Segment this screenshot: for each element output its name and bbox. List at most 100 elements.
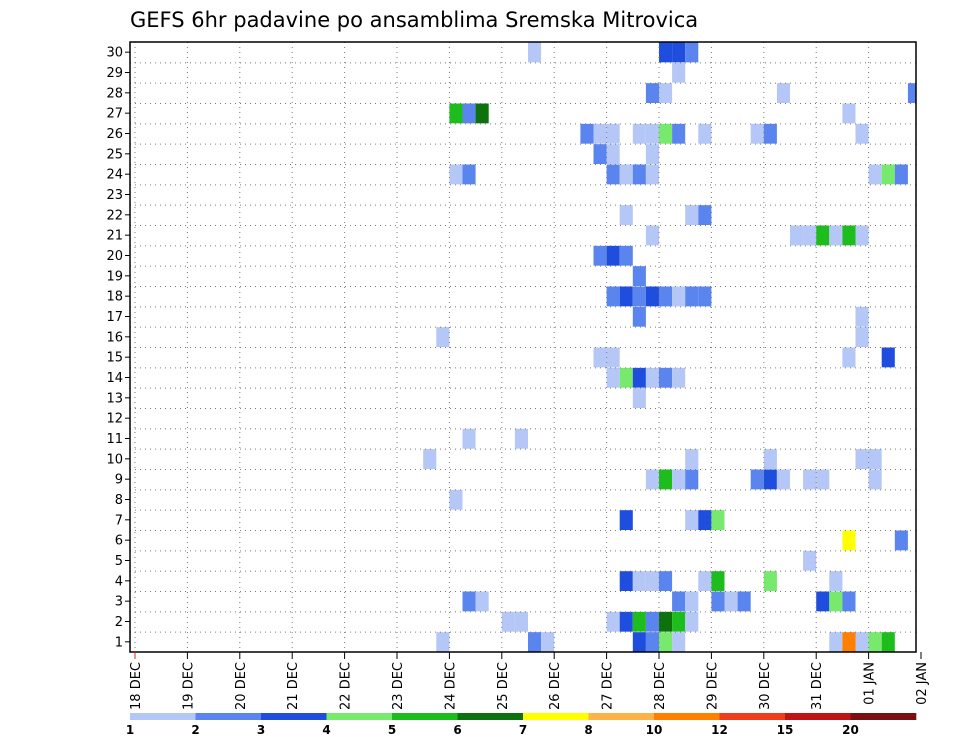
heatmap-cell — [672, 469, 686, 490]
heatmap-cell — [803, 550, 817, 571]
y-tick-label: 17 — [106, 310, 123, 325]
heatmap-cell — [632, 266, 646, 286]
heatmap-cell — [659, 83, 673, 103]
heatmap-cell — [619, 245, 633, 266]
x-tick-label: 22 DEC — [339, 662, 354, 710]
heatmap-cell — [685, 205, 699, 225]
heatmap-cell — [907, 83, 916, 103]
y-tick-label: 29 — [106, 66, 123, 81]
heatmap-cell — [632, 164, 646, 185]
x-tick-label: 02 JAN — [915, 662, 930, 705]
heatmap-cell — [659, 286, 673, 307]
heatmap-cell — [475, 591, 489, 612]
heatmap-cell — [698, 286, 712, 307]
colorbar-swatch — [326, 713, 393, 720]
heatmap-cell — [672, 591, 686, 612]
heatmap-cell — [894, 164, 908, 185]
heatmap-cell — [659, 611, 673, 632]
heatmap-cell — [894, 530, 908, 551]
heatmap-cell — [803, 225, 817, 246]
heatmap-cell — [541, 632, 555, 652]
colorbar-label: 3 — [257, 723, 265, 737]
heatmap-cell — [685, 611, 699, 632]
heatmap-cell — [711, 591, 725, 612]
heatmap-cell — [672, 62, 686, 83]
y-tick-label: 2 — [115, 615, 123, 630]
y-tick-label: 21 — [106, 229, 123, 244]
heatmap-cell — [645, 469, 659, 490]
heatmap-cell — [619, 510, 633, 530]
heatmap-cell — [645, 144, 659, 164]
heatmap-cell — [842, 530, 856, 551]
heatmap-cell — [842, 347, 856, 368]
x-tick-label: 28 DEC — [653, 662, 668, 710]
heatmap-cell — [645, 164, 659, 185]
x-tick-label: 18 DEC — [129, 662, 144, 710]
colorbar-legend: 1 2 3 4 5 6 7 8 10 12 15 20 — [126, 713, 917, 737]
heatmap-cell — [632, 388, 646, 408]
heatmap-cell — [462, 164, 476, 185]
y-tick-label: 1 — [115, 635, 123, 650]
heatmap-cell — [645, 123, 659, 144]
heatmap-cell — [619, 205, 633, 225]
heatmap-cell — [855, 306, 869, 327]
y-tick-label: 23 — [106, 188, 123, 203]
x-axis-ticks: 18 DEC 19 DEC 20 DEC 21 DEC 22 DEC 23 DEC 24 D… — [129, 652, 930, 710]
y-tick-label: 28 — [106, 86, 123, 101]
heatmap-cell — [842, 591, 856, 612]
colorbar-swatch — [654, 713, 720, 720]
heatmap-cell — [776, 83, 790, 103]
heatmap-cell — [645, 571, 659, 591]
heatmap-cell — [606, 611, 620, 632]
heatmap-cell — [855, 123, 869, 144]
heatmap-cell — [514, 428, 528, 449]
y-tick-label: 11 — [106, 432, 123, 447]
heatmap-cell — [672, 632, 686, 652]
heatmap-cell — [829, 591, 843, 612]
heatmap-cell — [672, 42, 686, 63]
heatmap-cell — [528, 632, 542, 652]
heatmap-cell — [645, 367, 659, 388]
y-tick-label: 9 — [115, 473, 123, 488]
heatmap-cell — [632, 632, 646, 652]
heatmap-cell — [632, 123, 646, 144]
heatmap-cell — [763, 469, 777, 490]
heatmap-cell — [436, 327, 450, 347]
heatmap-cell — [619, 571, 633, 591]
heatmap-cell — [462, 103, 476, 124]
y-tick-label: 20 — [106, 249, 123, 264]
x-tick-label: 30 DEC — [758, 662, 773, 710]
heatmap-cell — [763, 571, 777, 591]
y-tick-label: 22 — [106, 208, 123, 223]
colorbar-swatch — [719, 713, 786, 720]
heatmap-cell — [698, 123, 712, 144]
heatmap-cell — [724, 591, 738, 612]
y-tick-label: 13 — [106, 391, 123, 406]
heatmap-cell — [606, 245, 620, 266]
heatmap-cell — [881, 164, 895, 185]
x-tick-label: 19 DEC — [181, 662, 196, 710]
y-tick-label: 19 — [106, 269, 123, 284]
colorbar-label: 6 — [453, 723, 461, 737]
heatmap-cell — [685, 510, 699, 530]
heatmap-cell — [606, 164, 620, 185]
heatmap-cell — [659, 571, 673, 591]
heatmap-cell — [855, 225, 869, 246]
heatmap-cell — [659, 632, 673, 652]
colorbar-label: 12 — [711, 723, 728, 737]
heatmap-cell — [462, 428, 476, 449]
y-tick-label: 15 — [106, 351, 123, 366]
y-tick-label: 8 — [115, 493, 123, 508]
heatmap-cell — [462, 591, 476, 612]
colorbar-swatch — [195, 713, 262, 720]
heatmap-cell — [868, 469, 882, 490]
heatmap-cell — [855, 327, 869, 347]
heatmap-cell — [685, 42, 699, 63]
heatmap-cell — [449, 103, 463, 124]
x-tick-label: 24 DEC — [443, 662, 458, 710]
colorbar-swatch — [588, 713, 655, 720]
heatmap-cell — [632, 306, 646, 327]
heatmap-cell — [514, 611, 528, 632]
heatmap-cell — [423, 449, 437, 469]
grid-lines — [130, 42, 916, 652]
